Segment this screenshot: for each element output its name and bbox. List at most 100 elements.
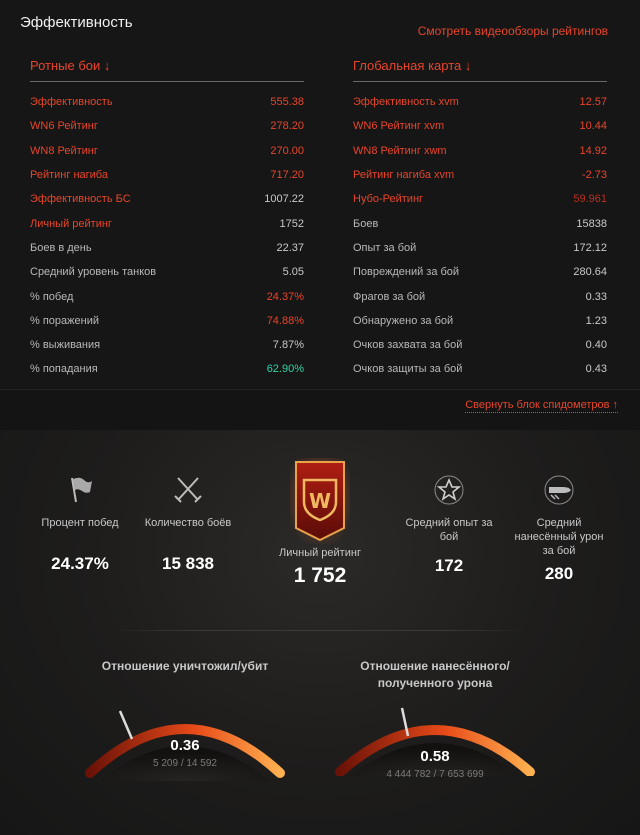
gauge-value: 0.58 [420,748,450,765]
row-value: 1007.22 [264,193,304,206]
list-item: % выживания 7.87% [30,333,304,357]
row-label: WN8 Рейтинг xwm [353,144,447,157]
row-label: Обнаружено за бой [353,314,454,327]
row-label: Фрагов за бой [353,290,426,303]
crossed-swords-icon [174,477,202,503]
row-label: Эффективность БС [30,193,131,206]
star-icon [434,475,464,505]
row-value: 22.37 [276,241,304,254]
stat-value: 172 [434,556,464,575]
row-label: Повреждений за бой [353,266,460,279]
panel-title: Эффективность [20,14,133,31]
list-item: Эффективность xvm 12.57 [353,90,607,114]
gauge-title: Отношение уничтожил/убит [101,659,269,673]
gauge-damage-ratio: Отношение нанесённого/полученного урона … [330,658,540,780]
row-label: Нубо-Рейтинг [353,193,424,206]
row-value: 1.23 [585,314,607,327]
row-value: 0.40 [585,339,607,352]
shell-icon [544,475,574,505]
collapse-speedometers-link[interactable]: Свернуть блок спидометров ↑ [465,399,618,413]
row-label: Очков захвата за бой [353,339,463,352]
row-label: Эффективность [30,96,113,109]
stat-battles: Количество боёв 15 838 [138,472,238,574]
list-item: WN6 Рейтинг 278.20 [30,114,304,138]
row-value: 555.38 [270,96,304,109]
row-label: Рейтинг нагиба xvm [353,169,455,182]
company-battles-column: Ротные бои ↓ Эффективность 555.38 WN6 Рей… [30,54,304,382]
list-item: Средний уровень танков 5.05 [30,260,304,284]
row-value: 12.57 [579,96,607,109]
gauge-title: Отношение нанесённого/полученного урона [360,659,510,690]
row-label: WN8 Рейтинг [30,144,98,157]
gauge-kill-death: Отношение уничтожил/убит 0.36 5 209 / 14… [80,658,290,781]
list-item: Опыт за бой 172.12 [353,236,607,260]
efficiency-panel: Эффективность Смотреть видеообзоры рейти… [0,0,640,390]
videos-link[interactable]: Смотреть видеообзоры рейтингов [417,24,608,38]
stat-label: Процент побед [41,517,119,529]
list-item: Очков защиты за бой 0.43 [353,357,607,381]
row-label: Рейтинг нагиба [30,169,108,182]
row-label: Эффективность xvm [353,96,459,109]
divider [112,630,528,631]
list-item: WN6 Рейтинг xvm 10.44 [353,114,607,138]
stat-value: 280 [544,564,574,583]
row-label: % попадания [30,363,98,376]
list-item: % побед 24.37% [30,284,304,308]
row-label: Боев в день [30,241,92,254]
list-item: Боев в день 22.37 [30,236,304,260]
row-value: 10.44 [579,120,607,133]
stat-label: Средний опыт за бой [405,517,493,543]
row-value: 14.92 [579,144,607,157]
global-map-list: Эффективность xvm 12.57 WN6 Рейтинг xvm 10… [353,90,607,382]
row-value: 59.961 [573,193,607,206]
row-value: 717.20 [270,169,304,182]
stat-label: Личный рейтинг [279,547,361,559]
list-item: % попадания 62.90% [30,357,304,381]
list-item: % поражений 74.88% [30,309,304,333]
list-item: Эффективность БС 1007.22 [30,187,304,211]
row-value: 0.43 [585,363,607,376]
global-map-heading[interactable]: Глобальная карта ↓ [353,54,607,82]
company-battles-heading[interactable]: Ротные бои ↓ [30,54,304,82]
list-item: Обнаружено за бой 1.23 [353,309,607,333]
list-item: Рейтинг нагиба 717.20 [30,163,304,187]
list-item: Боев 15838 [353,211,607,235]
row-value: 62.90% [266,363,304,376]
flag-icon [71,477,92,503]
gauge-sub: 5 209 / 14 592 [153,758,217,769]
gauge-dial [335,707,535,776]
row-label: Средний уровень танков [30,266,157,279]
stat-value: 24.37% [51,554,109,573]
row-value: 24.37% [266,290,304,303]
row-value: 7.87% [272,339,304,352]
row-label: Опыт за бой [353,241,417,254]
row-label: WN6 Рейтинг [30,120,98,133]
rating-banner-icon: W [290,458,350,544]
stat-value: 1 752 [293,564,347,587]
speedometer-panel: Процент побед 24.37% Количество боёв 15 … [0,430,640,835]
row-value: 5.05 [282,266,304,279]
row-value: 270.00 [270,144,304,157]
row-label: % выживания [30,339,101,352]
row-label: Боев [353,217,379,230]
stat-avg-exp: Средний опыт за бой 172 [398,472,500,576]
stat-label: Средний нанесённый урон за бой [514,517,604,557]
row-value: 74.88% [266,314,304,327]
list-item: WN8 Рейтинг xwm 14.92 [353,139,607,163]
stat-personal-rating: W Личный рейтинг 1 752 [262,458,378,588]
row-label: Очков защиты за бой [353,363,463,376]
list-item: Фрагов за бой 0.33 [353,284,607,308]
collapse-bar: Свернуть блок спидометров ↑ [0,390,640,430]
stat-avg-damage: Средний нанесённый урон за бой 280 [508,472,610,584]
row-value: -2.73 [581,169,607,182]
stat-label: Количество боёв [144,517,232,529]
gauge-sub: 4 444 782 / 7 653 699 [386,769,484,780]
row-label: % побед [30,290,74,303]
list-item: Очков захвата за бой 0.40 [353,333,607,357]
row-value: 278.20 [270,120,304,133]
gauge-value: 0.36 [170,737,200,754]
list-item: Личный рейтинг 1752 [30,211,304,235]
list-item: Повреждений за бой 280.64 [353,260,607,284]
svg-text:W: W [309,489,331,513]
row-value: 280.64 [573,266,607,279]
